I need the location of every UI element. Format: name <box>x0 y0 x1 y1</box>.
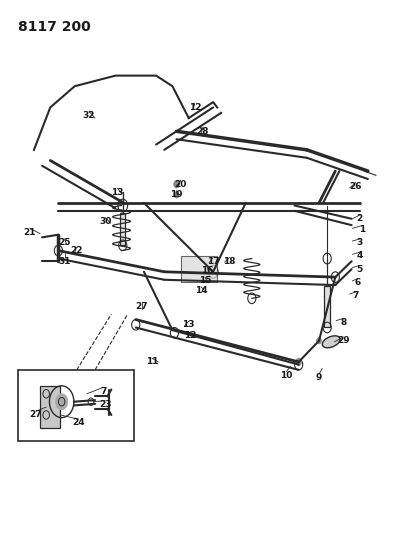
Text: 21: 21 <box>24 228 36 237</box>
Text: 27: 27 <box>29 410 42 419</box>
Text: 25: 25 <box>58 238 71 247</box>
Circle shape <box>295 358 301 366</box>
Text: 3: 3 <box>356 238 362 247</box>
Text: 12: 12 <box>188 103 200 112</box>
Text: 19: 19 <box>170 190 182 199</box>
Text: 20: 20 <box>174 180 186 189</box>
Bar <box>18 370 133 441</box>
Text: 1: 1 <box>358 225 364 234</box>
Text: 31: 31 <box>58 257 71 265</box>
Text: 28: 28 <box>196 127 209 136</box>
Text: 8: 8 <box>339 318 346 327</box>
Text: 23: 23 <box>99 400 111 409</box>
Text: 24: 24 <box>72 418 85 427</box>
Text: 18: 18 <box>222 257 235 265</box>
Text: 27: 27 <box>135 302 148 311</box>
Text: 17: 17 <box>206 257 219 265</box>
Text: 32: 32 <box>83 111 95 120</box>
Text: 30: 30 <box>99 217 111 226</box>
Text: 13: 13 <box>111 188 124 197</box>
Text: 6: 6 <box>354 278 360 287</box>
Text: 14: 14 <box>194 286 207 295</box>
Text: 7: 7 <box>352 291 358 300</box>
Text: 13: 13 <box>182 320 195 329</box>
Circle shape <box>316 337 321 344</box>
Text: 10: 10 <box>280 370 292 379</box>
Bar <box>120 214 125 245</box>
Circle shape <box>173 181 179 188</box>
Text: 22: 22 <box>70 246 83 255</box>
Text: 15: 15 <box>198 276 211 285</box>
Text: 26: 26 <box>348 182 361 191</box>
Text: 9: 9 <box>315 373 321 382</box>
Text: 7: 7 <box>100 386 106 395</box>
Text: 12: 12 <box>184 331 196 340</box>
Text: 5: 5 <box>356 265 362 273</box>
Text: 2: 2 <box>356 214 362 223</box>
Ellipse shape <box>321 336 339 348</box>
Circle shape <box>55 394 67 410</box>
Text: 4: 4 <box>356 252 362 261</box>
Bar <box>180 256 217 282</box>
Text: 8117 200: 8117 200 <box>18 20 90 34</box>
Text: 29: 29 <box>336 336 349 345</box>
Bar <box>40 386 59 428</box>
Circle shape <box>174 192 178 198</box>
Text: 16: 16 <box>200 266 213 274</box>
Text: 11: 11 <box>146 358 158 367</box>
Bar <box>324 286 329 327</box>
